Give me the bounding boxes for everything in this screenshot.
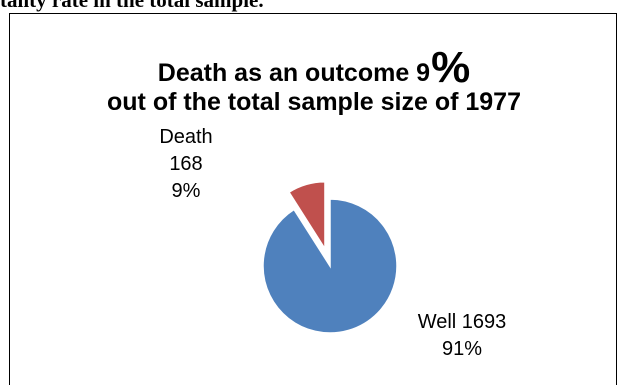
chart-subtitle: out of the total sample size of 1977	[107, 88, 521, 116]
well-label-percent: 91%	[441, 338, 483, 360]
pie-slice-death	[287, 180, 326, 252]
death-label-name: Death	[159, 126, 213, 148]
well-slice-label: Well 1693 91%	[402, 309, 522, 363]
chart-title-text: Death as an outcome 9	[157, 59, 431, 87]
chart-title: Death as an outcome 9%	[0, 42, 628, 92]
document-heading: tality rate in the total sample.	[0, 0, 264, 12]
pie-slice-well	[262, 198, 398, 334]
chart-title-percent-sign: %	[431, 43, 471, 92]
death-label-percent: 9%	[171, 180, 201, 202]
death-slice-label: Death 168 9%	[146, 124, 226, 205]
well-label-name: Well 1693	[417, 311, 507, 333]
pie-chart	[262, 180, 398, 334]
pie-slices	[262, 180, 398, 334]
death-label-value: 168	[169, 153, 203, 175]
chart-frame	[9, 13, 617, 385]
